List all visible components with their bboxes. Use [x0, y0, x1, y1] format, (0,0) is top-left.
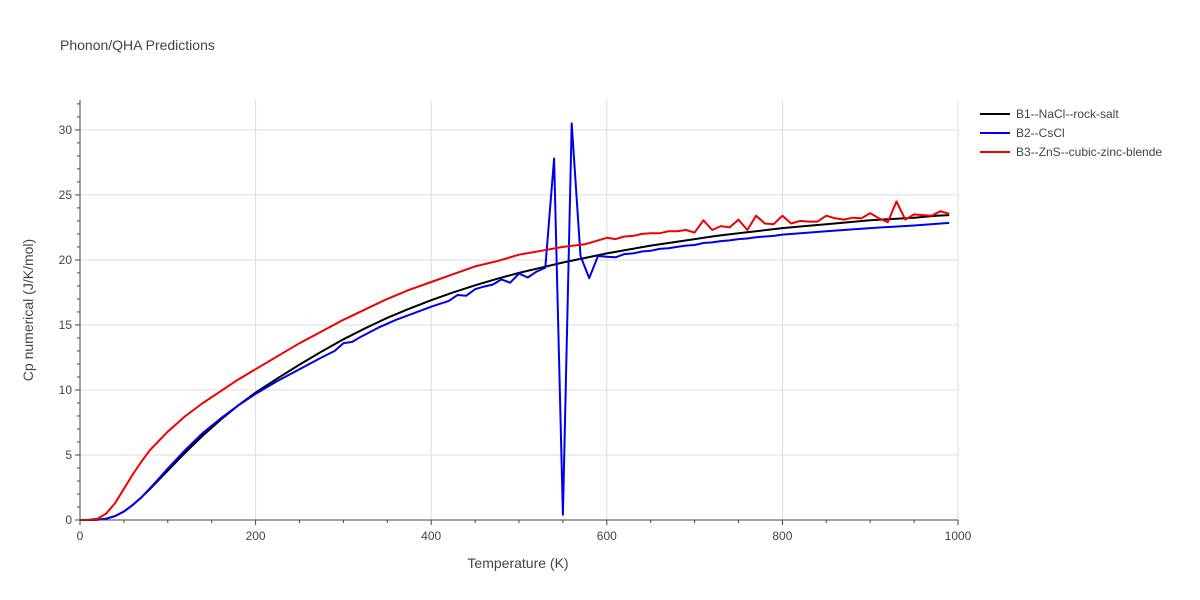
series-line-3[interactable]: [79, 200, 950, 521]
chart-title: Phonon/QHA Predictions: [60, 37, 215, 53]
x-tick-label: 1000: [945, 529, 972, 543]
legend-item[interactable]: B2--CsCl: [980, 126, 1065, 140]
legend[interactable]: B1--NaCl--rock-salt B2--CsCl B3--ZnS--cubi…: [980, 107, 1162, 159]
x-axis-title: Temperature (K): [467, 555, 568, 571]
axes: 0 200 400 600 800 1000 0 5 10 15 20 25 30: [59, 100, 972, 543]
x-tick-label: 600: [597, 529, 617, 543]
x-tick-label: 200: [246, 529, 266, 543]
legend-label: B1--NaCl--rock-salt: [1016, 107, 1119, 121]
gridlines: [80, 100, 959, 520]
series-line-1[interactable]: [80, 214, 950, 521]
y-tick-label: 0: [65, 513, 72, 527]
legend-label: B3--ZnS--cubic-zinc-blende: [1016, 145, 1162, 159]
plot-area[interactable]: 0 200 400 600 800 1000 0 5 10 15 20 25 30: [59, 100, 972, 543]
y-axis-title: Cp numerical (J/K/mol): [20, 239, 36, 381]
y-tick-label: 25: [59, 188, 73, 202]
x-tick-label: 800: [772, 529, 792, 543]
legend-item[interactable]: B1--NaCl--rock-salt: [980, 107, 1119, 121]
series-layer: [79, 122, 950, 521]
y-tick-label: 20: [59, 253, 73, 267]
y-tick-label: 10: [59, 383, 73, 397]
x-tick-label: 400: [421, 529, 441, 543]
series-line-2[interactable]: [80, 122, 950, 521]
y-tick-label: 30: [59, 123, 73, 137]
legend-item[interactable]: B3--ZnS--cubic-zinc-blende: [980, 145, 1162, 159]
legend-label: B2--CsCl: [1016, 126, 1065, 140]
x-tick-label: 0: [77, 529, 84, 543]
y-tick-label: 5: [65, 448, 72, 462]
y-tick-label: 15: [59, 318, 73, 332]
